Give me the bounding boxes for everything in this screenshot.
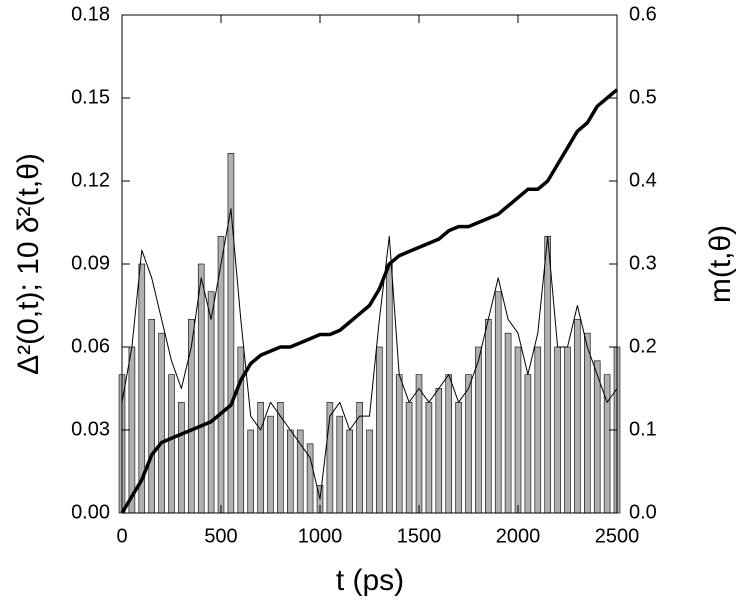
- bar: [465, 374, 472, 514]
- x-tick-label: 2500: [595, 525, 640, 547]
- y-tick-label: 0.12: [71, 169, 110, 191]
- m-line: [120, 88, 619, 514]
- y-tick-label: 0.09: [71, 252, 110, 274]
- bar: [197, 263, 205, 514]
- bar: [475, 346, 482, 514]
- y2-tick-label: 0.6: [629, 3, 657, 25]
- bar: [494, 291, 502, 514]
- y-tick-label: 0.00: [71, 501, 110, 523]
- bar: [455, 402, 462, 514]
- bar: [564, 346, 571, 514]
- y-tick-label: 0.06: [71, 335, 110, 357]
- bar: [267, 415, 274, 514]
- bar: [514, 346, 522, 514]
- bar: [346, 429, 353, 514]
- bar: [445, 374, 452, 514]
- bar: [168, 374, 175, 514]
- x-axis-title: t (ps): [336, 564, 404, 597]
- y-tick-label: 0.18: [71, 3, 110, 25]
- bar: [257, 402, 264, 514]
- y-axis-title: Δ²(0,t); 10 δ²(t,θ): [12, 153, 45, 375]
- bar: [336, 415, 344, 514]
- bar: [485, 319, 492, 514]
- y2-tick-label: 0.0: [629, 501, 657, 523]
- bar: [425, 402, 433, 514]
- bar: [574, 319, 581, 514]
- bar: [296, 429, 304, 514]
- bar: [405, 402, 413, 514]
- bar: [287, 429, 294, 514]
- y2-axis-title: m(t,θ): [704, 225, 737, 303]
- y2-tick-label: 0.5: [629, 86, 657, 108]
- x-tick-label: 2000: [496, 525, 541, 547]
- x-tick-label: 0: [116, 525, 127, 547]
- bar: [386, 263, 393, 514]
- y2-tick-label: 0.2: [629, 335, 657, 357]
- bar: [395, 374, 403, 514]
- y2-tick-label: 0.1: [629, 418, 657, 440]
- bar: [435, 388, 443, 514]
- bar: [544, 236, 551, 514]
- y-tick-label: 0.15: [71, 86, 110, 108]
- bar: [158, 332, 165, 514]
- bar: [593, 360, 601, 514]
- x-tick-label: 1500: [397, 525, 442, 547]
- bar: [524, 374, 532, 514]
- bar: [207, 291, 215, 514]
- bar: [415, 374, 423, 514]
- bar: [237, 346, 245, 514]
- bar: [178, 402, 185, 514]
- bar: [504, 332, 512, 514]
- bar: [376, 346, 383, 514]
- bar: [554, 346, 561, 514]
- y-tick-label: 0.03: [71, 418, 110, 440]
- bar: [534, 346, 542, 514]
- y2-tick-label: 0.4: [629, 169, 657, 191]
- bar: [366, 429, 373, 514]
- x-tick-label: 1000: [298, 525, 343, 547]
- delta-line: [121, 208, 618, 500]
- bar: [584, 332, 591, 514]
- bar: [227, 153, 235, 514]
- x-tick-label: 500: [204, 525, 237, 547]
- bar: [247, 429, 254, 514]
- bar: [148, 319, 155, 514]
- y2-tick-label: 0.3: [629, 252, 657, 274]
